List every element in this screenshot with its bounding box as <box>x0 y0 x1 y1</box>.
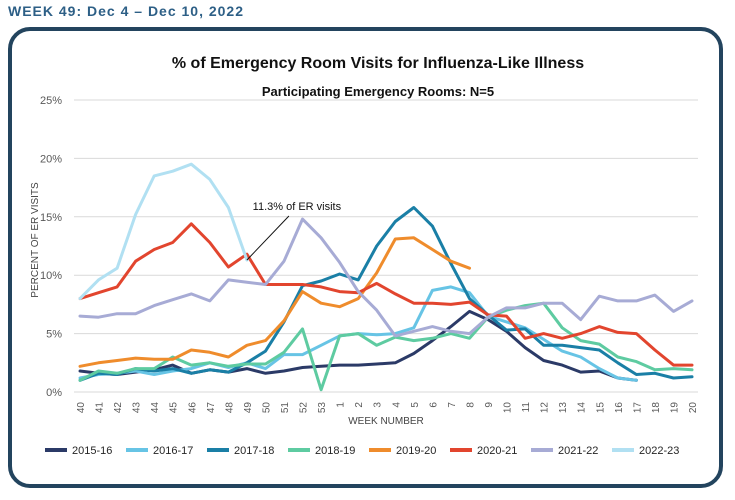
legend-label: 2016-17 <box>153 445 193 457</box>
x-tick-label: 18 <box>651 402 662 414</box>
series-line <box>78 217 694 338</box>
x-tick-label: 9 <box>484 402 495 408</box>
series-line <box>78 236 471 368</box>
grid-lines <box>74 99 698 393</box>
x-tick-label: 17 <box>632 402 643 414</box>
x-tick-label: 13 <box>558 402 569 414</box>
x-tick-label: 45 <box>169 402 180 414</box>
x-tick-label: 6 <box>428 402 439 408</box>
legend-label: 2015-16 <box>72 445 112 457</box>
y-tick-label: 10% <box>40 270 62 282</box>
x-tick-label: 44 <box>150 402 161 414</box>
series-line <box>78 162 249 301</box>
x-tick-label: 15 <box>595 402 606 414</box>
x-tick-label: 48 <box>224 402 235 414</box>
y-tick-label: 5% <box>46 329 62 341</box>
x-tick-label: 3 <box>373 402 384 408</box>
legend-label: 2020-21 <box>477 445 517 457</box>
annotation: 11.3% of ER visits <box>246 201 342 261</box>
series-line <box>78 206 694 382</box>
x-tick-label: 19 <box>669 402 680 414</box>
chart-panel <box>8 27 723 488</box>
x-tick-label: 10 <box>503 402 514 414</box>
x-tick-label: 46 <box>187 402 198 414</box>
series-line <box>78 222 694 367</box>
x-tick-label: 20 <box>688 402 699 414</box>
legend-label: 2019-20 <box>396 445 436 457</box>
legend-label: 2017-18 <box>234 445 274 457</box>
legend: 2015-16 2016-17 2017-18 2018-19 2019-20 2020-… <box>45 445 679 457</box>
x-tick-label: 7 <box>447 402 458 408</box>
y-tick-label: 25% <box>40 95 62 107</box>
series-line <box>78 309 638 382</box>
y-tick-labels: 0% 5% 10% 15% 20% 25% <box>40 95 62 399</box>
chart-title: % of Emergency Room Visits for Influenza… <box>172 55 584 72</box>
x-tick-label: 5 <box>410 402 421 408</box>
x-tick-label: 16 <box>614 402 625 414</box>
x-tick-label: 14 <box>577 402 588 414</box>
x-tick-label: 42 <box>113 402 124 414</box>
x-tick-label: 40 <box>76 402 87 414</box>
x-tick-label: 49 <box>243 402 254 414</box>
x-tick-labels: 40 41 42 43 44 45 46 47 48 49 50 51 52 53 1 2 3 4 5 6 7 8 9 10 1… <box>76 402 699 414</box>
series-line <box>78 301 694 392</box>
x-tick-label: 11 <box>521 402 532 413</box>
x-tick-label: 8 <box>465 402 476 408</box>
x-tick-label: 50 <box>261 402 272 414</box>
x-tick-label: 2 <box>354 402 365 408</box>
x-tick-label: 47 <box>206 402 217 414</box>
legend-label: 2018-19 <box>315 445 355 457</box>
x-tick-label: 4 <box>391 402 402 408</box>
annotation-text: 11.3% of ER visits <box>253 201 342 213</box>
x-tick-label: 51 <box>280 402 291 414</box>
chart-subtitle: Participating Emergency Rooms: N=5 <box>262 84 494 99</box>
legend-label: 2022-23 <box>639 445 679 457</box>
y-tick-label: 0% <box>46 387 62 399</box>
week-header: WEEK 49: Dec 4 – Dec 10, 2022 <box>8 3 245 19</box>
legend-label: 2021-22 <box>558 445 598 457</box>
y-tick-label: 20% <box>40 153 62 165</box>
x-tick-label: 52 <box>299 402 310 414</box>
x-tick-label: 53 <box>317 402 328 414</box>
x-tick-label: 43 <box>132 402 143 414</box>
x-tick-label: 12 <box>540 402 551 414</box>
series-lines <box>78 162 694 392</box>
annotation-leader-line <box>246 215 290 261</box>
x-axis-label: WEEK NUMBER <box>348 416 424 427</box>
y-tick-label: 15% <box>40 212 62 224</box>
x-tick-label: 41 <box>95 402 106 414</box>
x-tick-label: 1 <box>336 402 347 408</box>
y-axis-label: PERCENT OF ER VISITS <box>30 182 41 298</box>
